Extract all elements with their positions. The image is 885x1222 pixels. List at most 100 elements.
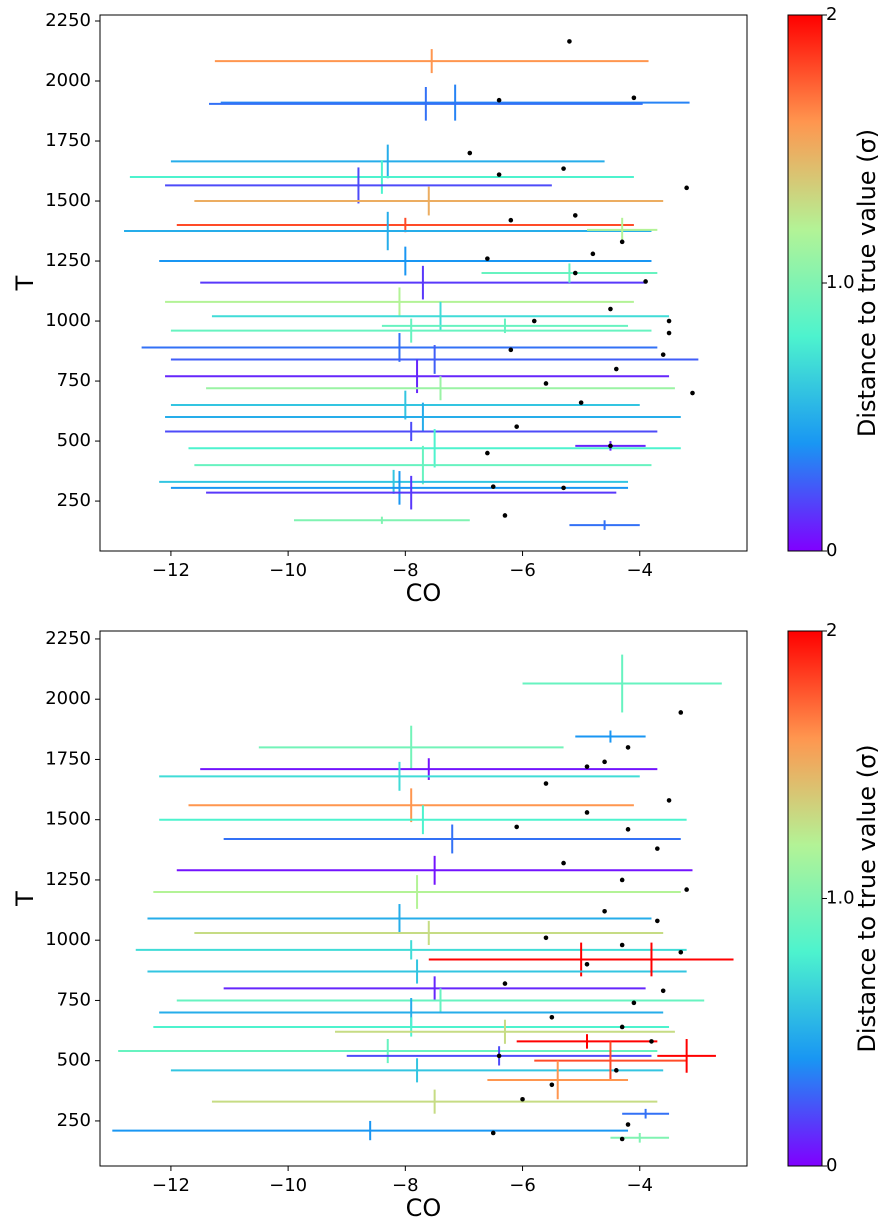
true-point xyxy=(543,935,549,941)
colorbar xyxy=(787,14,823,552)
plot-frame xyxy=(99,14,748,552)
y-tick-label: 250 xyxy=(57,490,91,511)
true-point xyxy=(502,513,508,518)
y-tick-label: 2250 xyxy=(45,10,91,31)
true-point xyxy=(502,981,508,986)
y-tick-label: 1750 xyxy=(45,748,91,769)
true-point xyxy=(631,1000,637,1006)
colorbar-tick-label: 2 xyxy=(826,620,837,641)
true-point xyxy=(467,150,473,156)
true-point xyxy=(678,949,684,955)
true-point xyxy=(666,330,672,336)
y-tick-label: 1500 xyxy=(45,809,91,830)
true-point xyxy=(485,450,490,456)
true-point xyxy=(549,1082,555,1088)
true-point xyxy=(625,827,631,832)
true-point xyxy=(584,810,590,815)
true-point xyxy=(619,1024,625,1030)
y-tick-label: 500 xyxy=(57,430,91,451)
true-point xyxy=(614,366,619,372)
true-point xyxy=(666,318,672,324)
true-point xyxy=(619,942,625,948)
true-point xyxy=(619,1136,625,1142)
y-tick-label: 1250 xyxy=(45,250,91,271)
true-point xyxy=(508,217,514,223)
y-tick-label: 1750 xyxy=(45,130,91,151)
y-tick-label: 1000 xyxy=(45,310,91,331)
true-point xyxy=(485,256,490,261)
panel: −12 −10 −8 −6 −4 250 500 750 1000 1250 1500 1750 200… xyxy=(11,4,881,607)
true-point xyxy=(490,1130,496,1136)
true-point xyxy=(655,918,660,924)
true-point xyxy=(578,400,584,405)
y-tick-label: 1500 xyxy=(45,190,91,211)
colorbar-tick-label: 2 xyxy=(826,4,837,25)
true-point xyxy=(684,185,689,191)
y-tick-label: 2000 xyxy=(45,70,91,91)
true-point xyxy=(561,860,566,866)
x-axis-label: CO xyxy=(406,1194,442,1222)
x-tick-label: −10 xyxy=(269,1175,307,1196)
true-point xyxy=(614,1068,619,1073)
true-point xyxy=(490,484,496,489)
y-tick-label: 1250 xyxy=(45,869,91,890)
x-tick-label: −12 xyxy=(152,1175,190,1196)
panel: −12 −10 −8 −6 −4 250 500 750 1000 1250 1500 1750 200… xyxy=(11,620,881,1222)
true-point xyxy=(543,781,549,786)
true-point xyxy=(567,39,572,44)
colorbar-tick-label: 0 xyxy=(826,1155,837,1176)
true-point xyxy=(496,1053,502,1059)
true-point xyxy=(514,424,519,429)
true-point xyxy=(561,485,566,491)
true-point xyxy=(572,213,578,218)
x-tick-label: −4 xyxy=(626,1175,653,1196)
true-point xyxy=(602,908,607,914)
x-tick-label: −12 xyxy=(152,560,190,581)
true-point xyxy=(496,97,502,103)
true-point xyxy=(608,443,613,449)
colorbar-tick-label: 1.0 xyxy=(826,888,855,909)
x-tick-label: −6 xyxy=(509,560,536,581)
true-point xyxy=(590,251,596,257)
plot-frame xyxy=(99,630,748,1167)
true-point xyxy=(678,710,684,715)
y-tick-label: 750 xyxy=(57,989,91,1010)
x-tick-label: −4 xyxy=(626,560,653,581)
true-point xyxy=(561,166,566,171)
colorbar-tick-label: 1.0 xyxy=(826,272,855,293)
true-point xyxy=(655,846,660,851)
true-point xyxy=(514,824,519,830)
x-axis-label: CO xyxy=(406,579,442,607)
true-point xyxy=(531,318,537,324)
x-tick-label: −8 xyxy=(392,560,419,581)
true-point xyxy=(660,988,666,994)
true-point xyxy=(584,961,590,967)
true-point xyxy=(572,270,578,276)
colorbar-label: Distance to true value (σ) xyxy=(853,129,881,437)
true-point xyxy=(625,1122,631,1127)
y-tick-label: 250 xyxy=(57,1110,91,1131)
x-tick-label: −6 xyxy=(509,1175,536,1196)
true-point xyxy=(619,877,625,883)
colorbar xyxy=(787,630,823,1167)
true-point xyxy=(520,1096,525,1102)
true-point xyxy=(684,887,689,892)
colorbar-label: Distance to true value (σ) xyxy=(853,744,881,1052)
x-tick-label: −10 xyxy=(269,560,307,581)
true-point xyxy=(602,759,607,765)
true-point xyxy=(625,745,631,750)
y-tick-label: 2250 xyxy=(45,628,91,649)
y-tick-label: 500 xyxy=(57,1050,91,1071)
true-point xyxy=(660,352,666,357)
true-point xyxy=(643,279,648,284)
colorbar-tick-label: 0 xyxy=(826,540,837,561)
y-tick-label: 2000 xyxy=(45,688,91,709)
true-point xyxy=(690,390,695,396)
true-point xyxy=(666,798,672,803)
true-point xyxy=(496,172,502,177)
true-point xyxy=(549,1015,555,1020)
y-axis-label: T xyxy=(11,275,39,291)
true-point xyxy=(543,381,549,386)
true-point xyxy=(631,95,637,101)
